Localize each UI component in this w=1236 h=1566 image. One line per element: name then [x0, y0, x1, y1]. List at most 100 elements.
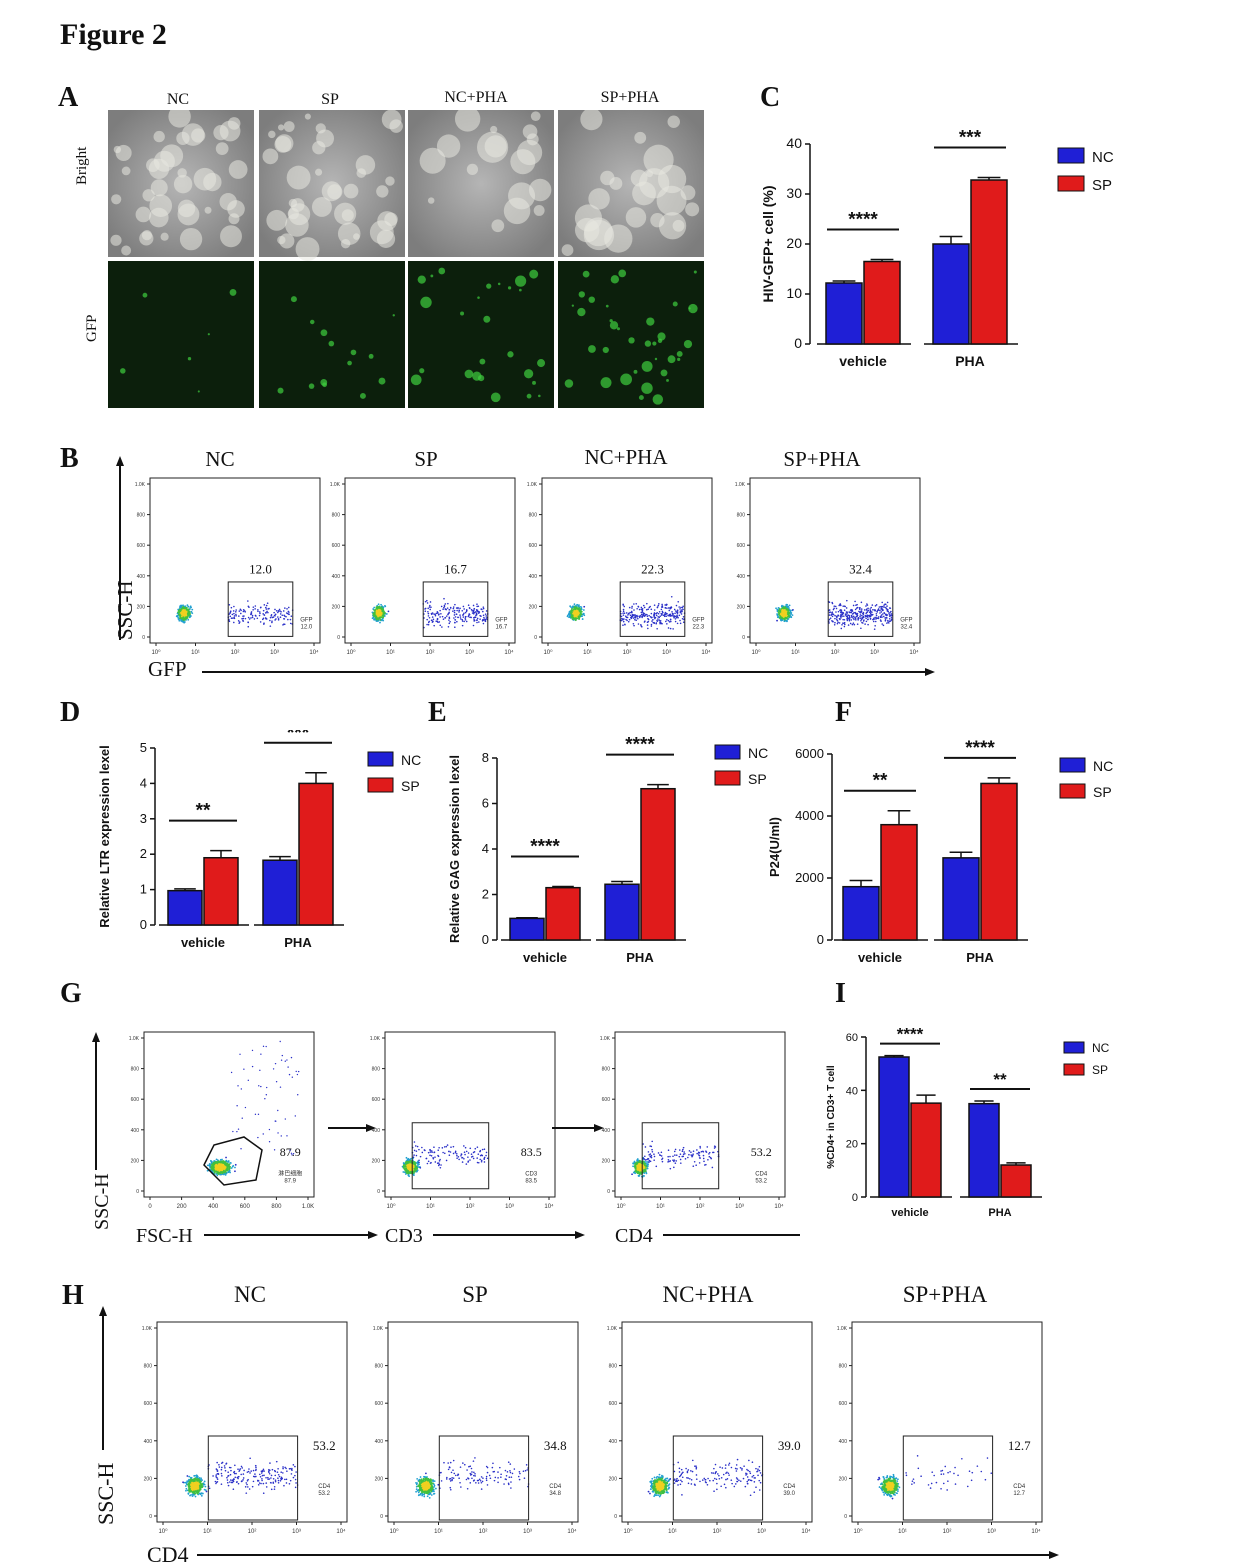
event-dot	[859, 615, 861, 618]
event-dot	[476, 621, 478, 624]
event-dot	[572, 611, 575, 614]
event-dot	[476, 1161, 479, 1164]
gfp-cell	[641, 382, 653, 394]
event-dot	[437, 614, 440, 616]
event-dot	[183, 612, 186, 614]
bright-cell	[215, 142, 229, 156]
panel-a-col-ncpha: NC+PHA	[444, 89, 508, 106]
event-dot	[888, 613, 891, 616]
event-dot	[790, 611, 793, 614]
event-dot	[377, 618, 380, 621]
event-dot	[475, 610, 477, 613]
event-dot	[176, 614, 179, 617]
event-dot	[671, 611, 673, 613]
event-dot	[233, 605, 235, 608]
event-dot	[484, 613, 487, 615]
event-dot	[432, 1157, 435, 1160]
event-dot	[879, 612, 881, 614]
event-dot	[846, 615, 849, 617]
bright-cell	[685, 202, 700, 217]
event-dot	[477, 1153, 480, 1155]
event-dot	[684, 1152, 686, 1155]
event-dot	[653, 1155, 656, 1158]
event-dot	[377, 615, 379, 618]
event-dot	[286, 1135, 288, 1137]
event-dot	[639, 1163, 641, 1165]
event-dot	[273, 1149, 276, 1151]
event-dot	[643, 1164, 646, 1166]
event-dot	[670, 620, 672, 623]
event-dot	[833, 607, 835, 610]
event-dot	[886, 608, 889, 611]
y-tick-label: 1.0K	[135, 482, 146, 488]
event-dot	[865, 615, 868, 618]
event-dot	[466, 609, 468, 612]
event-dot	[188, 1475, 191, 1478]
event-dot	[442, 608, 444, 610]
event-dot	[888, 607, 891, 609]
event-dot	[634, 618, 636, 621]
event-dot	[419, 1167, 422, 1169]
gate-label: GFP	[900, 618, 912, 624]
event-dot	[679, 619, 681, 622]
event-dot	[279, 613, 282, 615]
event-dot	[434, 1156, 436, 1158]
event-dot	[648, 614, 650, 617]
event-dot	[381, 607, 384, 610]
y-tick-label: 0	[607, 1189, 610, 1195]
event-dot	[664, 613, 667, 616]
event-dot	[672, 1155, 674, 1158]
event-dot	[679, 608, 681, 610]
event-dot	[380, 613, 383, 616]
event-dot	[416, 1145, 419, 1148]
event-dot	[843, 605, 846, 607]
event-dot	[622, 603, 624, 606]
y-tick-label: 200	[602, 1158, 611, 1164]
event-dot	[208, 1165, 211, 1167]
event-dot	[776, 609, 779, 611]
event-dot	[864, 614, 867, 617]
event-dot	[230, 617, 233, 620]
event-dot	[626, 619, 628, 622]
event-dot	[853, 623, 856, 626]
event-dot	[642, 1157, 645, 1160]
event-dot	[223, 1169, 225, 1172]
event-dot	[289, 1149, 291, 1152]
event-dot	[624, 623, 626, 626]
event-dot	[652, 618, 654, 621]
event-dot	[479, 618, 481, 620]
gfp-cell	[187, 357, 192, 361]
x-tick-label: 10²	[831, 650, 840, 656]
event-dot	[646, 624, 649, 626]
event-dot	[664, 606, 667, 609]
event-dot	[622, 610, 625, 613]
event-dot	[402, 1171, 405, 1173]
event-dot	[580, 608, 583, 611]
event-dot	[297, 1070, 300, 1073]
event-dot	[233, 615, 236, 617]
event-dot	[247, 621, 249, 623]
event-dot	[274, 613, 277, 616]
event-dot	[828, 618, 831, 621]
event-dot	[690, 1151, 692, 1154]
event-dot	[660, 1151, 663, 1154]
event-dot	[476, 605, 478, 608]
event-dot	[432, 618, 435, 621]
event-dot	[647, 620, 650, 623]
event-dot	[381, 616, 384, 619]
event-dot	[620, 619, 623, 622]
x-tick-label: 10⁰	[386, 1203, 396, 1210]
event-dot	[786, 606, 789, 608]
event-dot	[655, 622, 658, 624]
event-dot	[437, 1154, 439, 1157]
event-dot	[439, 1158, 441, 1161]
y-tick-label: 1.0K	[142, 1326, 153, 1332]
event-dot	[570, 610, 573, 613]
event-dot	[377, 603, 380, 606]
event-dot	[837, 610, 840, 613]
event-dot	[645, 1161, 648, 1163]
significance-stars: **	[993, 1070, 1007, 1089]
event-dot	[446, 1144, 449, 1146]
event-dot	[473, 618, 475, 621]
x-category-label: PHA	[284, 935, 312, 950]
